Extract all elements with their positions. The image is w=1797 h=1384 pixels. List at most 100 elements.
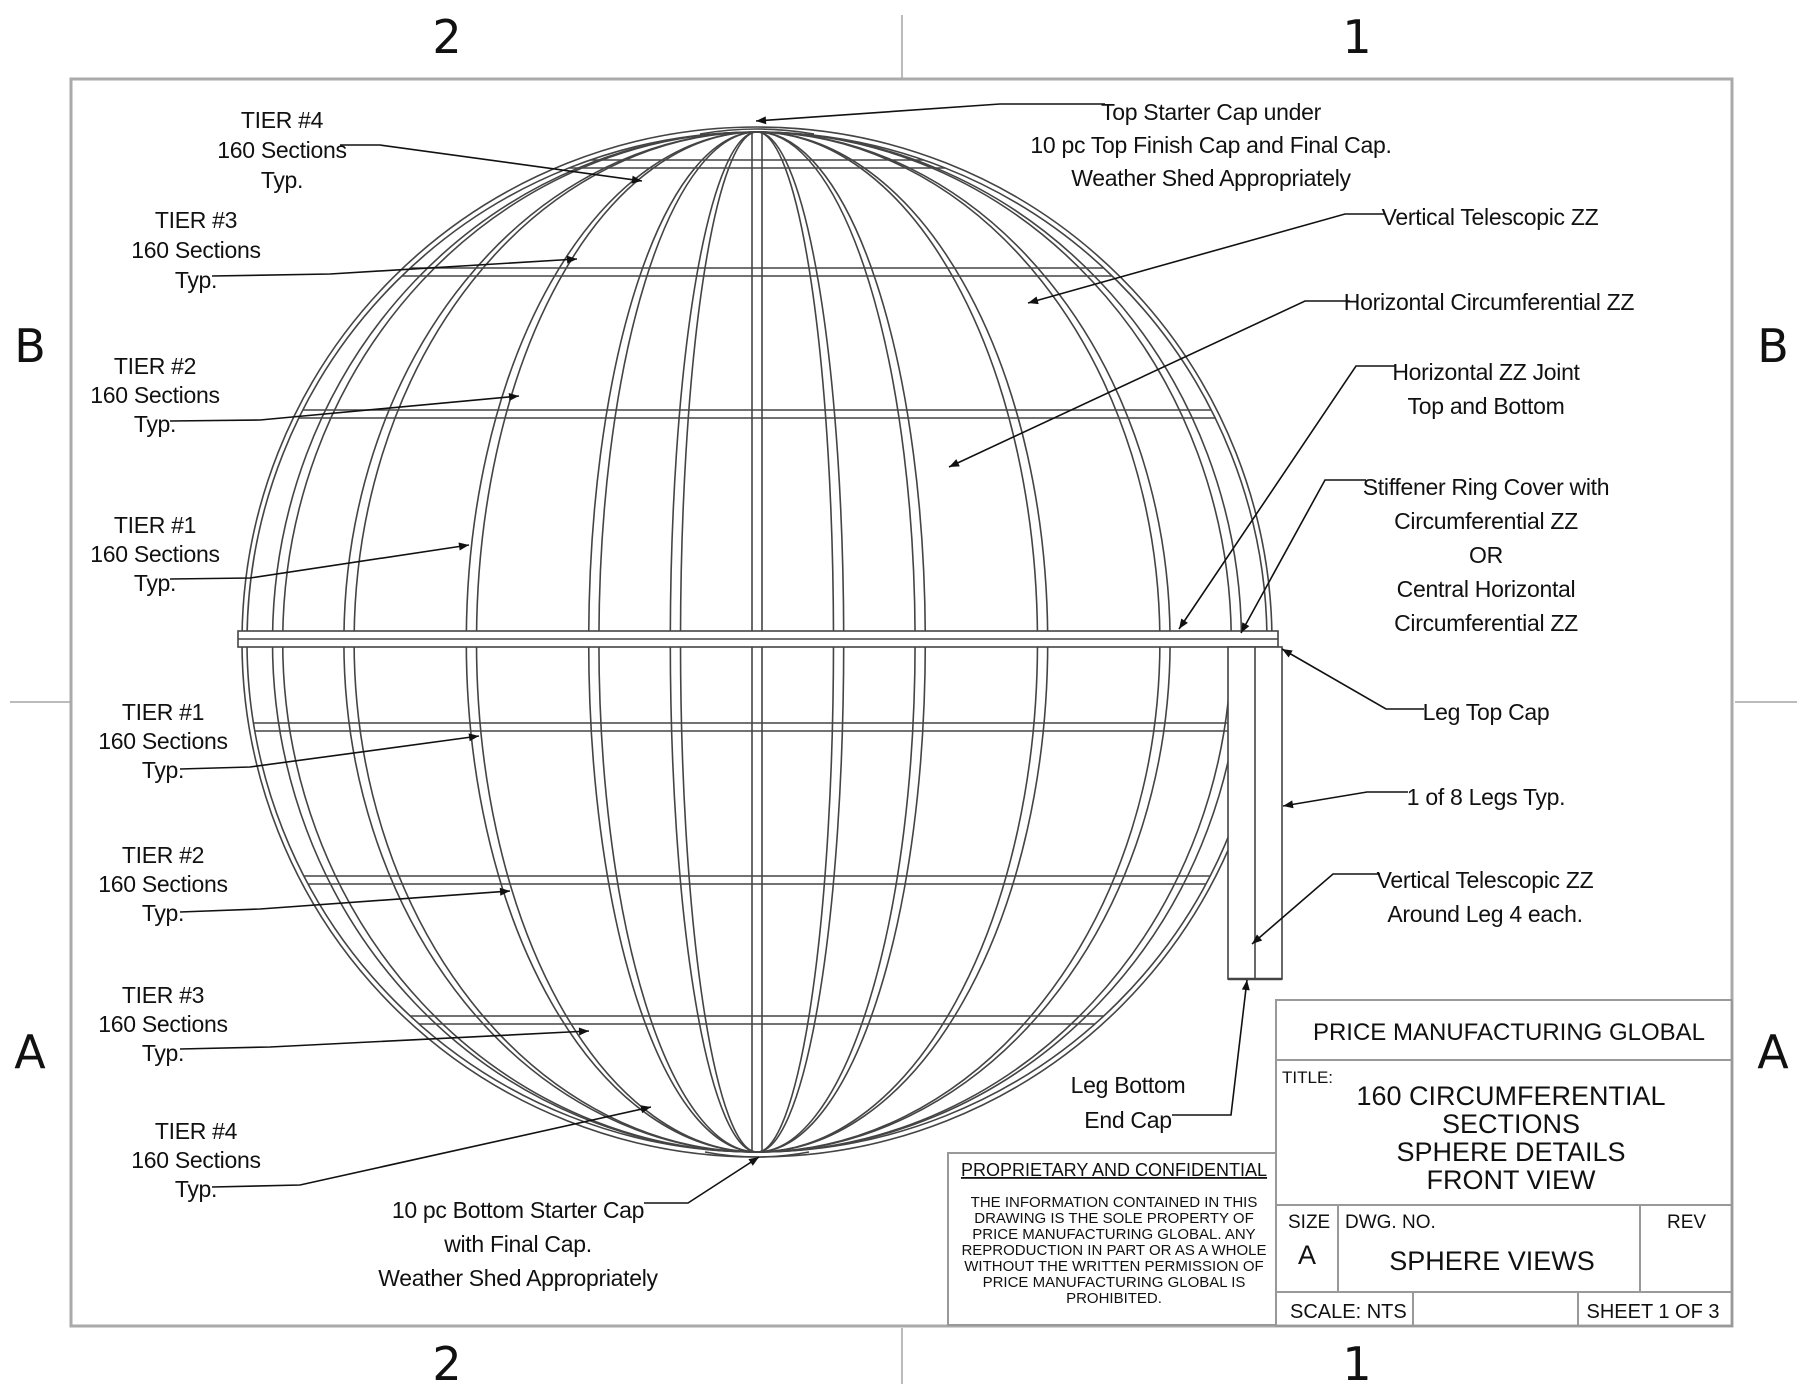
callout-line: Top and Bottom	[1408, 393, 1565, 419]
title-line: SPHERE DETAILS	[1396, 1137, 1625, 1167]
proprietary-line: PRICE MANUFACTURING GLOBAL. ANY	[972, 1226, 1255, 1243]
leader-line	[1027, 213, 1385, 305]
callout-tier3-bot: TIER #3 160 Sections Typ.	[98, 982, 227, 1066]
top-starter-cap	[699, 128, 815, 135]
callout-top-cap: Top Starter Cap under 10 pc Top Finish Ca…	[1030, 99, 1391, 191]
callout-line: TIER #4	[155, 1118, 238, 1144]
callout-line: Typ.	[175, 267, 217, 293]
leader-line	[169, 542, 470, 580]
leader-line	[179, 733, 480, 770]
size-label: SIZE	[1288, 1212, 1330, 1233]
zone-label-bottom-1: 1	[1342, 1337, 1371, 1384]
callout-line: Central Horizontal	[1397, 576, 1576, 602]
callout-line: TIER #1	[114, 512, 196, 538]
leader-line	[179, 1027, 590, 1050]
leader-line	[1281, 648, 1424, 710]
callout-leg-bottom: Leg Bottom End Cap	[1071, 1072, 1186, 1133]
title-block	[1275, 999, 1733, 1327]
callout-leg-top-cap: Leg Top Cap	[1423, 699, 1550, 725]
callout-line: 10 pc Bottom Starter Cap	[392, 1197, 644, 1223]
leader-lines	[169, 103, 1424, 1204]
sphere-front-view	[237, 126, 1283, 1158]
callout-vertical-zz: Vertical Telescopic ZZ	[1382, 204, 1599, 230]
callout-line: Typ.	[175, 1176, 217, 1202]
callout-line: 10 pc Top Finish Cap and Final Cap.	[1030, 132, 1391, 158]
leader-line	[1172, 979, 1250, 1116]
drawing-border	[69, 77, 1734, 1328]
callout-line: Vertical Telescopic ZZ	[1377, 867, 1594, 893]
callout-line: TIER #3	[122, 982, 204, 1008]
sphere-leg	[1227, 646, 1283, 981]
leader-line	[169, 392, 520, 422]
scale-label: SCALE: NTS	[1290, 1301, 1407, 1323]
zone-label-left-a: A	[14, 1025, 46, 1079]
callout-line: 160 Sections	[217, 137, 346, 163]
callout-tier2-bot: TIER #2 160 Sections Typ.	[98, 842, 227, 926]
callout-stiffener: Stiffener Ring Cover with Circumferential…	[1363, 474, 1609, 636]
size-value: A	[1298, 1240, 1316, 1270]
callout-horizontal-zz: Horizontal Circumferential ZZ	[1344, 289, 1635, 315]
zone-label-top-2: 2	[432, 10, 461, 64]
proprietary-notice: PROPRIETARY AND CONFIDENTIAL THE INFORMA…	[947, 1152, 1277, 1326]
title-line: SECTIONS	[1442, 1109, 1580, 1139]
callout-line: Leg Top Cap	[1423, 699, 1550, 725]
callout-line: 160 Sections	[98, 871, 227, 897]
company-name: PRICE MANUFACTURING GLOBAL	[1313, 1019, 1705, 1046]
callout-line: 160 Sections	[98, 728, 227, 754]
callout-line: 160 Sections	[131, 237, 260, 263]
callout-line: Horizontal ZZ Joint	[1392, 359, 1580, 385]
bottom-starter-cap	[704, 1151, 810, 1158]
callout-line: Horizontal Circumferential ZZ	[1344, 289, 1635, 315]
callout-legs: 1 of 8 Legs Typ.	[1407, 784, 1565, 810]
proprietary-line: DRAWING IS THE SOLE PROPERTY OF	[974, 1210, 1254, 1227]
proprietary-line: WITHOUT THE WRITTEN PERMISSION OF	[964, 1258, 1263, 1275]
zone-dividers	[10, 15, 1797, 1384]
leader-line	[211, 255, 578, 277]
proprietary-heading: PROPRIETARY AND CONFIDENTIAL	[961, 1160, 1267, 1180]
zone-label-left-b: B	[14, 319, 46, 373]
callout-tier4-bot: TIER #4 160 Sections Typ.	[131, 1118, 260, 1202]
callout-line: TIER #3	[155, 207, 237, 233]
title-line: 160 CIRCUMFERENTIAL	[1356, 1081, 1665, 1111]
rev-label: REV	[1667, 1212, 1706, 1233]
leader-line	[1240, 479, 1366, 634]
callout-leg-vertical-zz: Vertical Telescopic ZZ Around Leg 4 each.	[1377, 867, 1594, 927]
callout-line: Typ.	[142, 900, 184, 926]
proprietary-line: THE INFORMATION CONTAINED IN THIS	[971, 1194, 1258, 1211]
callout-line: End Cap	[1084, 1107, 1171, 1133]
callout-line: Leg Bottom	[1071, 1072, 1186, 1098]
callout-labels: TIER #4 160 Sections Typ. TIER #3 160 Sectio…	[90, 99, 1634, 1291]
callout-line: Weather Shed Appropriately	[378, 1265, 658, 1291]
callout-tier4-top: TIER #4 160 Sections Typ.	[217, 107, 346, 193]
callout-line: OR	[1469, 542, 1503, 568]
leader-line	[755, 103, 1105, 125]
leader-line	[179, 887, 511, 913]
callout-line: with Final Cap.	[443, 1231, 592, 1257]
proprietary-line: REPRODUCTION IN PART OR AS A WHOLE	[961, 1242, 1266, 1259]
callout-line: Typ.	[142, 757, 184, 783]
sheet-label: SHEET 1 OF 3	[1586, 1301, 1719, 1323]
dwg-no-label: DWG. NO.	[1345, 1212, 1436, 1233]
callout-line: Typ.	[134, 411, 176, 437]
leader-line	[1178, 365, 1395, 630]
leader-line	[1251, 873, 1380, 945]
leader-line	[211, 1105, 652, 1188]
dwg-no-value: SPHERE VIEWS	[1389, 1246, 1595, 1276]
zone-label-right-b: B	[1757, 319, 1789, 373]
proprietary-line: PRICE MANUFACTURING GLOBAL IS	[983, 1274, 1246, 1291]
callout-line: 160 Sections	[98, 1011, 227, 1037]
proprietary-line: PROHIBITED.	[1066, 1290, 1162, 1307]
callout-line: Typ.	[134, 570, 176, 596]
parallel-lines	[253, 159, 1261, 1025]
leader-line	[1282, 791, 1408, 809]
callout-line: TIER #2	[122, 842, 204, 868]
callout-tier1-bot: TIER #1 160 Sections Typ.	[98, 699, 227, 783]
leader-line	[644, 1156, 760, 1204]
callout-line: TIER #4	[241, 107, 324, 133]
callout-line: Around Leg 4 each.	[1387, 901, 1582, 927]
callout-line: Circumferential ZZ	[1394, 610, 1578, 636]
callout-bottom-cap: 10 pc Bottom Starter Cap with Final Cap. W…	[378, 1197, 658, 1291]
callout-line: 160 Sections	[90, 382, 219, 408]
callout-line: TIER #2	[114, 353, 196, 379]
